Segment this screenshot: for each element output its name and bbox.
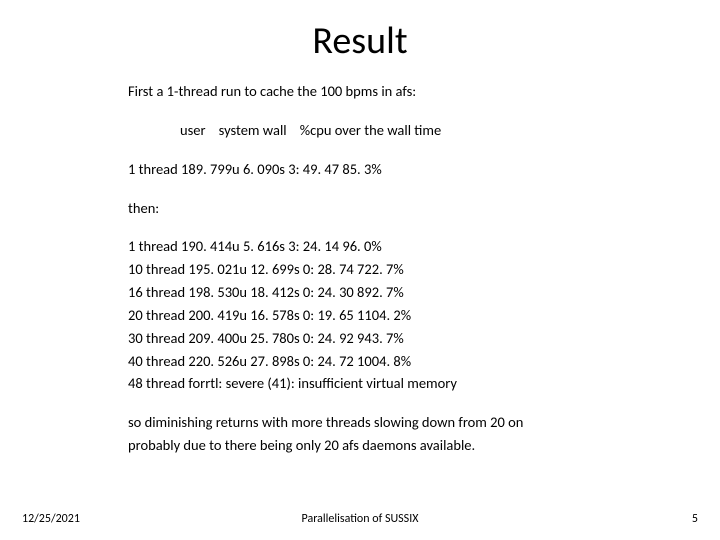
run-line: 10 thread 195. 021u 12. 699s 0: 28. 74 7… — [128, 260, 668, 279]
slide: Result First a 1-thread run to cache the… — [0, 0, 720, 540]
run-line: 40 thread 220. 526u 27. 898s 0: 24. 72 1… — [128, 352, 668, 371]
slide-title: Result — [0, 18, 720, 64]
run-line: 16 thread 198. 530u 18. 412s 0: 24. 30 8… — [128, 283, 668, 302]
slide-body: First a 1-thread run to cache the 100 bp… — [128, 82, 668, 459]
column-header-line: user system wall %cpu over the wall time — [128, 121, 668, 140]
run-line: 48 thread forrtl: severe (41): insuffici… — [128, 374, 668, 393]
run-line: 20 thread 200. 419u 16. 578s 0: 19. 65 1… — [128, 306, 668, 325]
footer-page-number: 5 — [692, 512, 698, 526]
run-line: 30 thread 209. 400u 25. 780s 0: 24. 92 9… — [128, 329, 668, 348]
run-line: 1 thread 190. 414u 5. 616s 3: 24. 14 96.… — [128, 237, 668, 256]
intro-line: First a 1-thread run to cache the 100 bp… — [128, 82, 668, 101]
footer-title: Parallelisation of SUSSIX — [0, 512, 720, 526]
conclusion-line: probably due to there being only 20 afs … — [128, 436, 668, 455]
first-run-line: 1 thread 189. 799u 6. 090s 3: 49. 47 85.… — [128, 160, 668, 179]
then-label: then: — [128, 199, 668, 218]
conclusion-line: so diminishing returns with more threads… — [128, 413, 668, 432]
